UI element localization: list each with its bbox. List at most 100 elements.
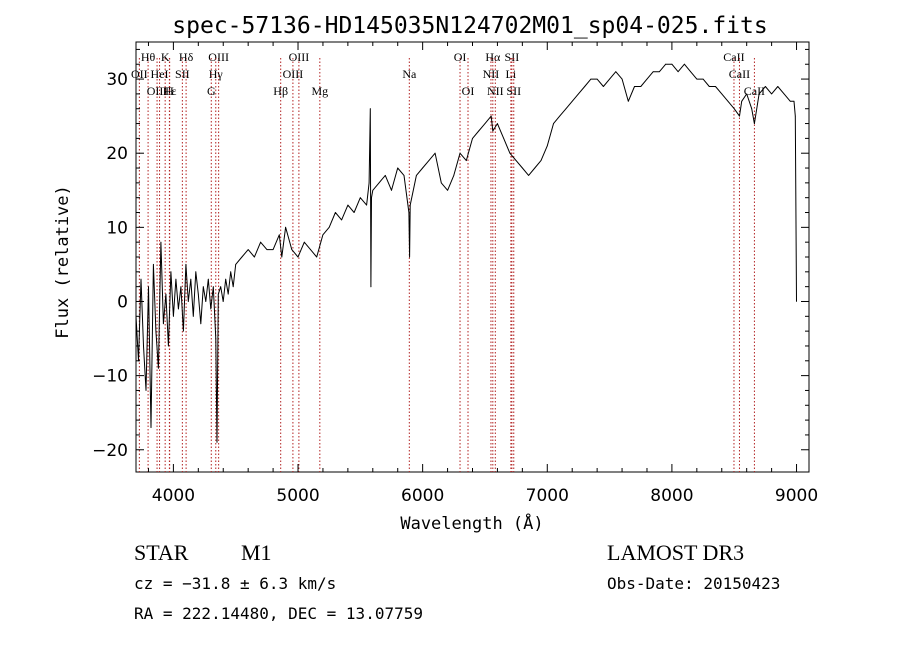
spectrum-point-80	[434, 152, 436, 154]
marker-label-21: NII	[487, 84, 504, 98]
x-tick-label-3: 7000	[526, 486, 569, 506]
y-tick-label-4: 20	[106, 144, 128, 164]
spectrum-point-74	[408, 212, 410, 213]
spectrum-point-104	[578, 93, 579, 95]
marker-label-14: OIII	[289, 50, 310, 64]
marker-label-17: OI	[454, 50, 467, 64]
spectrum-point-58	[335, 212, 336, 213]
spectrum-point-91	[497, 123, 498, 124]
spectrum-point-73	[403, 175, 405, 176]
spectrum-point-113	[634, 86, 635, 87]
spectrum-point-106	[590, 78, 592, 80]
spectrum-point-100	[553, 123, 554, 124]
spectrum-point-87	[478, 130, 480, 132]
spectrum-point-23	[192, 315, 194, 317]
spectrum-point-96	[528, 175, 529, 176]
spectrum-point-132	[746, 93, 748, 95]
marker-label-4: K	[161, 50, 170, 64]
plot-border	[135, 41, 810, 473]
spectrum-point-78	[422, 167, 423, 169]
spectrum-point-53	[303, 241, 305, 243]
spectrum-point-129	[733, 108, 735, 110]
spectrum-point-98	[540, 160, 542, 162]
spectrum-point-115	[646, 78, 648, 80]
spectrum-point-70	[384, 175, 386, 176]
spectrum-point-108	[603, 86, 604, 87]
spectrum-point-94	[515, 160, 517, 162]
spectrum-point-44	[254, 256, 255, 258]
spectrum-point-103	[571, 100, 573, 102]
coordinates-text: RA = 222.14480, DEC = 13.07759	[134, 604, 423, 623]
spectrum-point-71	[391, 189, 392, 191]
spectrum-point-68	[372, 189, 374, 191]
spectrum-point-75	[409, 256, 410, 258]
spectrum-point-142	[794, 115, 796, 117]
spectrum-point-38	[227, 293, 229, 295]
spectrum-point-9	[158, 367, 159, 369]
spectrum-point-8	[155, 330, 157, 332]
spectrum-point-107	[596, 78, 598, 80]
marker-label-25: CaII	[723, 50, 744, 64]
spectrum-point-79	[428, 160, 430, 162]
spectrum-point-17	[178, 308, 179, 310]
spectrum-point-123	[696, 78, 698, 80]
spectrum-point-27	[202, 286, 204, 288]
spectrum-point-140	[789, 100, 791, 102]
plot-frame	[135, 41, 810, 473]
spectrum-point-130	[739, 115, 740, 117]
spectrum-point-7	[153, 264, 154, 265]
spectrum-point-134	[754, 123, 755, 124]
spectrum-point-138	[777, 86, 779, 87]
spectrum-point-126	[715, 86, 716, 87]
spectrum-point-55	[316, 256, 318, 258]
marker-label-13: OIII	[283, 67, 304, 81]
x-tick-label-0: 4000	[152, 486, 195, 506]
spectrum-point-30	[210, 308, 212, 310]
spectrum-point-99	[546, 145, 548, 147]
spectrum-point-127	[721, 93, 723, 95]
spectrum-point-118	[665, 63, 667, 65]
marker-label-16: Na	[402, 67, 417, 81]
spectrum-point-51	[291, 249, 293, 251]
spectrum-point-41	[235, 264, 237, 265]
spectrum-point-34	[217, 293, 219, 295]
spectrum-point-25	[197, 293, 199, 295]
marker-label-8: Hδ	[179, 50, 194, 64]
spectrum-point-42	[241, 256, 243, 258]
spectrum-point-36	[222, 301, 224, 302]
spectrum-point-13	[168, 345, 169, 347]
spectrum-line-0	[135, 63, 797, 443]
spectrum-point-56	[322, 234, 324, 236]
spectrum-point-85	[465, 160, 467, 162]
marker-label-23: Li	[506, 67, 517, 81]
marker-label-15: Mg	[311, 84, 328, 98]
spectrum-point-47	[272, 249, 274, 251]
spectrum-point-43	[247, 249, 249, 251]
spectrum-point-33	[216, 441, 218, 443]
spectrum-point-18	[180, 286, 182, 288]
x-tick-label-5: 9000	[775, 486, 818, 506]
spectrum-point-28	[205, 301, 207, 302]
spectrum-point-26	[200, 323, 202, 325]
y-tick-label-5: 30	[106, 70, 128, 90]
marker-label-3: HeI	[151, 67, 169, 81]
spectrum-point-120	[677, 71, 679, 73]
y-tick-label-3: 10	[106, 218, 128, 238]
spectrum-point-122	[690, 71, 691, 73]
spectrum-point-111	[621, 78, 623, 80]
spectrum-point-48	[278, 234, 280, 236]
x-tick-label-2: 6000	[401, 486, 444, 506]
spectrum-point-3	[143, 345, 144, 347]
spectrum-point-93	[509, 152, 511, 154]
spectrum-point-95	[522, 167, 523, 169]
spectrum-point-97	[534, 167, 536, 169]
spectrum-point-77	[416, 175, 417, 176]
marker-label-12: Hβ	[273, 84, 288, 98]
spectrum-point-22	[190, 278, 192, 280]
spectrum-point-59	[341, 219, 342, 221]
spectrum-point-72	[397, 167, 399, 169]
spectrum-point-124	[702, 78, 704, 80]
marker-label-26: CaII	[729, 67, 750, 81]
spectrum-point-67	[371, 197, 372, 199]
